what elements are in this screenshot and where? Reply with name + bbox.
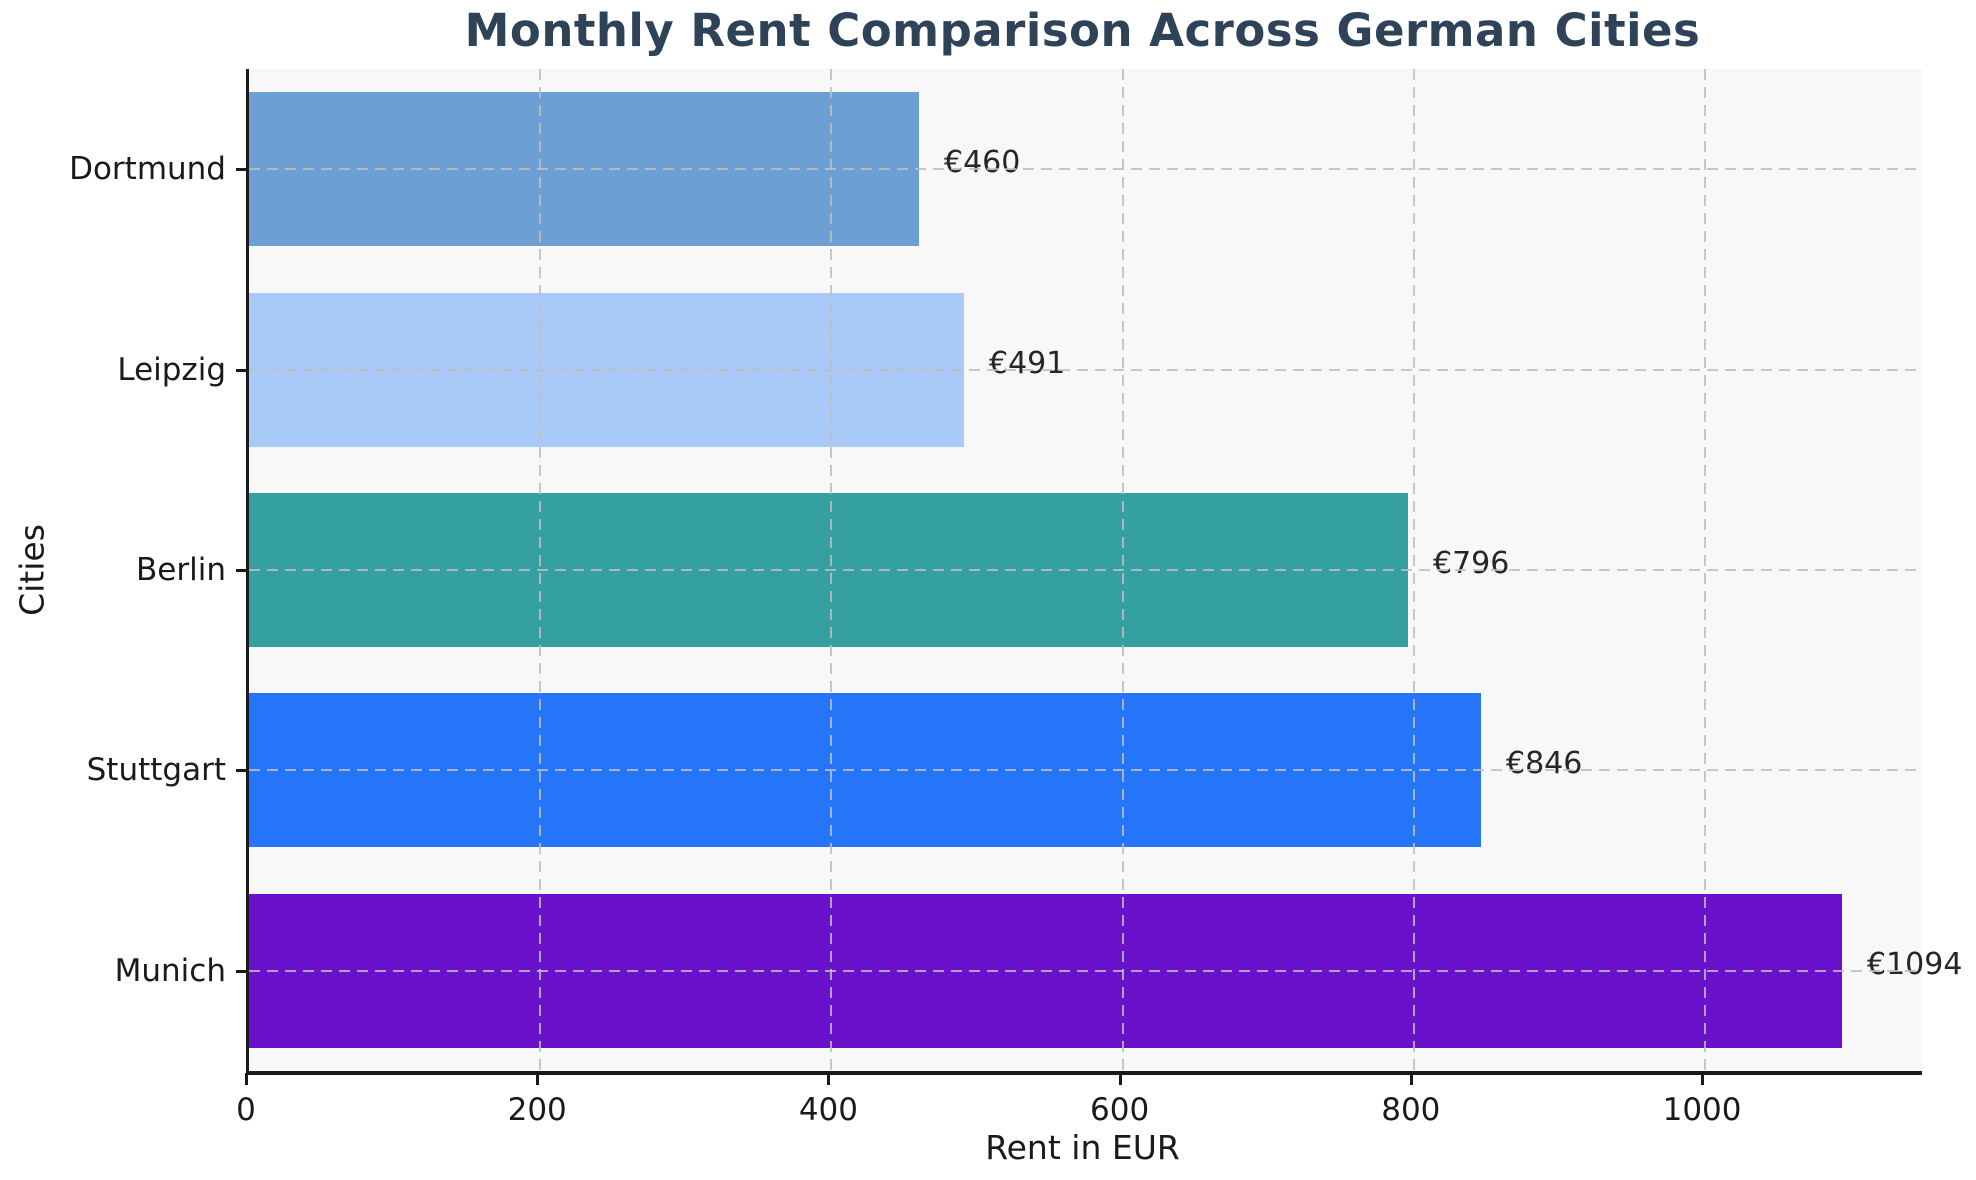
x-tick-mark (1118, 1073, 1122, 1085)
y-tick-mark (236, 168, 246, 171)
x-tick-mark (827, 1073, 831, 1085)
x-tick-label: 800 (1381, 1092, 1441, 1128)
x-tick-mark (536, 1073, 540, 1085)
y-tick-label-stuttgart: Stuttgart (86, 752, 226, 788)
bar-dortmund (249, 92, 919, 246)
x-tick-mark (245, 1073, 248, 1085)
value-label-munich: €1094 (1867, 947, 1963, 982)
x-tick-label: 200 (507, 1092, 567, 1128)
y-tick-mark (236, 769, 246, 772)
x-tick-label: 0 (236, 1092, 256, 1128)
y-tick-label-leipzig: Leipzig (117, 352, 226, 388)
x-tick-label: 1000 (1662, 1092, 1742, 1128)
y-tick-mark (236, 569, 246, 572)
x-tick-label: 600 (1090, 1092, 1150, 1128)
value-label-stuttgart: €846 (1506, 746, 1583, 781)
y-tick-label-berlin: Berlin (136, 552, 226, 588)
value-label-dortmund: €460 (944, 145, 1021, 180)
x-tick-mark (1701, 1073, 1705, 1085)
y-tick-label-dortmund: Dortmund (69, 151, 226, 187)
plot-area: €460 €491 €796 €846 €1094 (246, 69, 1962, 1075)
value-label-berlin: €796 (1433, 546, 1510, 581)
y-tick-mark (236, 970, 246, 973)
bar-leipzig (249, 293, 964, 447)
x-tick-mark (1409, 1073, 1413, 1085)
bar-berlin (249, 493, 1408, 647)
bar-munich (249, 894, 1842, 1048)
bars-layer: €460 €491 €796 €846 €1094 (249, 69, 1962, 1071)
y-tick-mark (236, 369, 246, 372)
value-label-leipzig: €491 (989, 346, 1066, 381)
x-axis-label: Rent in EUR (985, 1128, 1180, 1167)
chart-title: Monthly Rent Comparison Across German Ci… (464, 4, 1701, 57)
y-tick-label-munich: Munich (114, 953, 226, 989)
x-tick-label: 400 (798, 1092, 858, 1128)
bar-stuttgart (249, 693, 1481, 847)
